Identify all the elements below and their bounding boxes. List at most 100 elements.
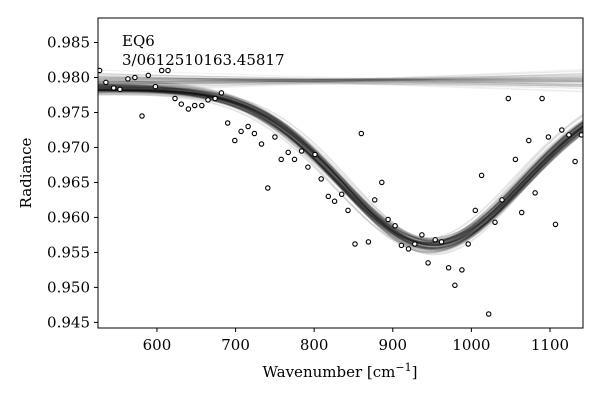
absorption-model-line — [98, 89, 583, 247]
data-point — [371, 197, 378, 203]
data-point — [432, 237, 438, 243]
flat-model-line — [98, 76, 583, 87]
absorption-model-line — [98, 92, 583, 245]
flat-model-line — [98, 74, 583, 84]
flat-model-line — [98, 72, 583, 90]
data-point — [459, 267, 465, 273]
flat-model-line — [98, 78, 583, 87]
flat-model-line — [98, 78, 583, 85]
absorption-model-line — [98, 86, 583, 243]
absorption-model-line — [98, 91, 583, 246]
x-axis-ticks: 600 700 800 900 1000 1100 — [143, 328, 569, 354]
y-tick-label: 0.960 — [47, 208, 90, 226]
annotation-line-1: EQ6 — [122, 32, 155, 50]
absorption-model-line — [98, 89, 583, 245]
flat-model-line — [98, 73, 583, 84]
absorption-model-line — [98, 83, 583, 250]
absorption-model-line — [98, 81, 583, 245]
x-tick-label: 800 — [300, 336, 329, 354]
flat-model-line — [98, 76, 583, 82]
data-point — [438, 239, 445, 245]
data-point — [103, 79, 109, 86]
flat-model-line — [98, 76, 583, 81]
data-point — [238, 128, 244, 135]
data-point — [379, 179, 385, 186]
absorption-model-line — [98, 84, 583, 247]
data-point — [331, 198, 338, 205]
data-point — [185, 106, 192, 112]
absorption-model-line — [98, 86, 583, 254]
absorption-model-line — [98, 87, 583, 243]
data-point — [385, 216, 391, 223]
absorption-model-line — [98, 85, 583, 249]
flat-model-line — [98, 78, 583, 81]
absorption-model-line — [98, 84, 583, 244]
data-point — [365, 239, 372, 245]
absorption-model-line — [98, 89, 583, 240]
y-axis-ticks: 0.945 0.950 0.955 0.960 0.965 0.970 0.975 0.980… — [47, 33, 98, 331]
data-point — [165, 67, 171, 74]
absorption-model-line — [98, 84, 583, 246]
absorption-model-line — [98, 80, 583, 242]
flat-model-line — [98, 77, 583, 83]
y-tick-label: 0.975 — [47, 103, 90, 121]
flat-model-line — [98, 75, 583, 86]
absorption-model-line — [98, 88, 583, 247]
flat-model-line — [98, 78, 583, 85]
flat-model-line — [98, 73, 583, 92]
data-point — [318, 176, 324, 182]
flat-model-line — [98, 77, 583, 82]
data-point — [485, 311, 492, 317]
absorption-model-line — [98, 87, 583, 246]
data-point — [405, 246, 412, 252]
y-tick-label: 0.965 — [47, 173, 90, 191]
absorption-model-line — [98, 89, 583, 242]
flat-model-line — [98, 76, 583, 86]
data-point — [358, 130, 365, 137]
absorption-model-line — [98, 87, 583, 250]
data-point — [445, 265, 452, 271]
data-point — [218, 90, 225, 96]
annotation-line-2: 3/0612510163.45817 — [122, 51, 285, 69]
data-point — [419, 232, 425, 238]
absorption-model-line — [98, 85, 583, 245]
absorption-model-line — [98, 84, 583, 248]
flat-model-line — [98, 76, 583, 82]
absorption-model-line — [98, 88, 583, 247]
data-point — [325, 193, 332, 200]
x-tick-label: 700 — [221, 336, 250, 354]
data-point — [285, 149, 291, 156]
flat-model-line — [98, 73, 583, 85]
absorption-model-line — [98, 89, 583, 254]
flat-model-line — [98, 74, 583, 86]
absorption-model-line — [98, 89, 583, 247]
data-point — [278, 156, 284, 163]
flat-model-line — [98, 74, 583, 93]
flat-model-line — [98, 76, 583, 89]
flat-model-line — [98, 78, 583, 85]
data-point — [199, 102, 205, 109]
data-point — [425, 260, 431, 266]
data-point — [205, 97, 211, 103]
absorption-model-line — [98, 91, 583, 249]
data-point — [145, 72, 152, 79]
flat-model-line — [98, 73, 583, 88]
data-point — [512, 156, 519, 163]
data-point — [398, 242, 405, 249]
data-point — [258, 141, 265, 147]
data-point — [518, 209, 525, 216]
absorption-model-line — [98, 83, 583, 247]
data-points — [98, 67, 583, 317]
x-tick-label: 900 — [378, 336, 407, 354]
absorption-model-line — [98, 88, 583, 242]
absorption-model-line — [98, 87, 583, 245]
data-point — [578, 132, 583, 138]
absorption-model-line — [98, 89, 583, 243]
absorption-model-line — [98, 88, 583, 248]
flat-model-line — [98, 76, 583, 85]
data-point — [125, 76, 131, 82]
absorption-model-line — [98, 89, 583, 249]
absorption-model-line — [98, 87, 583, 256]
data-point — [345, 207, 351, 214]
